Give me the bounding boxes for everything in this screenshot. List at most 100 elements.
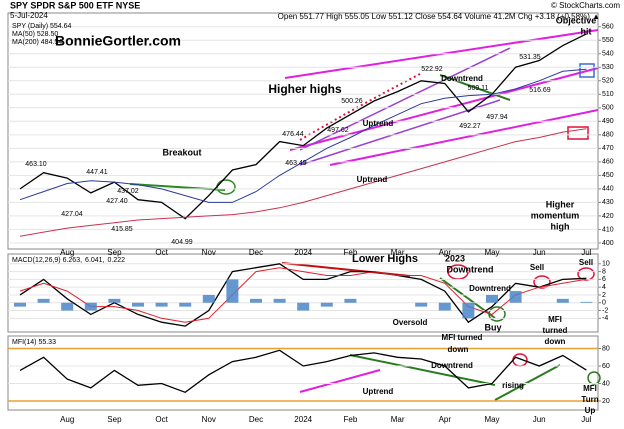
x-tick-label: Feb bbox=[344, 415, 358, 424]
histogram-bar bbox=[226, 279, 239, 303]
histogram-bar bbox=[84, 302, 97, 311]
y-tick-label: 60 bbox=[602, 363, 610, 370]
annotation: Up bbox=[585, 406, 596, 415]
y-tick-label: 440 bbox=[602, 186, 614, 193]
histogram-bar bbox=[202, 294, 215, 303]
annotation: 415.85 bbox=[111, 226, 133, 233]
source: © StockCharts.com bbox=[551, 1, 620, 10]
histogram-bar bbox=[132, 302, 144, 307]
histogram-bar bbox=[415, 302, 428, 307]
x-tick-label: Jul bbox=[581, 248, 591, 257]
annotation: Downtrend bbox=[447, 264, 494, 274]
histogram-bar bbox=[556, 298, 569, 303]
x-tick-label: Jun bbox=[533, 415, 546, 424]
x-tick-label: 2024 bbox=[294, 248, 312, 257]
y-tick-label: 480 bbox=[602, 132, 614, 139]
y-tick-label: 470 bbox=[602, 145, 614, 152]
y-tick-label: 460 bbox=[602, 159, 614, 166]
annotation: Objective bbox=[556, 15, 597, 25]
legend-entry: MA(50) 528.50 bbox=[12, 31, 58, 38]
annotation: momentum bbox=[531, 210, 580, 220]
y-tick-label: 520 bbox=[602, 78, 614, 85]
annotation: 447.41 bbox=[86, 169, 108, 176]
x-tick-label: Mar bbox=[391, 415, 405, 424]
symbol: SPY SPDR S&P 500 ETF NYSE bbox=[10, 0, 140, 10]
histogram-bar bbox=[250, 298, 262, 303]
histogram-bar bbox=[37, 298, 50, 303]
series-line bbox=[19, 128, 587, 237]
histogram-bar bbox=[462, 302, 475, 319]
annotation: Higher bbox=[546, 199, 575, 209]
annotation: 522.92 bbox=[421, 66, 443, 73]
annotation: MFI bbox=[548, 315, 562, 324]
histogram-bar bbox=[273, 298, 286, 303]
legend-entry: 0.222 bbox=[108, 257, 126, 264]
annotation: Uptrend bbox=[357, 175, 388, 184]
y-tick-label: -4 bbox=[602, 315, 608, 322]
legend-entry: SPY (Daily) 554.64 bbox=[12, 23, 72, 30]
annotation: Sell bbox=[530, 263, 544, 272]
annotation: high bbox=[551, 221, 570, 231]
y-tick-label: 420 bbox=[602, 213, 614, 220]
annotation: 476.44 bbox=[282, 131, 304, 138]
annotation: Sell bbox=[579, 258, 593, 267]
x-tick-label: Feb bbox=[344, 248, 358, 257]
annotation: down bbox=[545, 337, 566, 346]
y-tick-label: 0 bbox=[602, 300, 606, 307]
annotation: Buy bbox=[484, 322, 501, 332]
histogram-bar bbox=[108, 298, 121, 303]
annotation: down bbox=[448, 345, 469, 354]
annotation: 404.99 bbox=[171, 239, 193, 246]
annotation: 497.62 bbox=[327, 127, 349, 134]
x-tick-label: Aug bbox=[60, 248, 74, 257]
annotation: 427.40 bbox=[106, 198, 128, 205]
y-tick-label: 4 bbox=[602, 284, 606, 291]
y-tick-label: 540 bbox=[602, 51, 614, 58]
x-tick-label: Dec bbox=[249, 248, 263, 257]
x-tick-label: Dec bbox=[249, 415, 263, 424]
histogram-bar bbox=[509, 291, 522, 303]
histogram-bar bbox=[580, 301, 593, 303]
annotation: Oversold bbox=[393, 318, 428, 327]
x-tick-label: Aug bbox=[60, 415, 74, 424]
x-tick-label: Apr bbox=[439, 415, 452, 424]
annotation: Downtrend bbox=[431, 361, 473, 370]
y-tick-label: 550 bbox=[602, 37, 614, 44]
annotation: rising bbox=[502, 381, 524, 390]
x-tick-label: Jun bbox=[533, 248, 546, 257]
y-tick-label: 40 bbox=[602, 380, 610, 387]
quote: Open 551.77 High 555.05 Low 551.12 Close… bbox=[278, 12, 600, 21]
annotation: 531.35 bbox=[519, 54, 541, 61]
y-tick-label: 20 bbox=[602, 398, 610, 405]
y-tick-label: 10 bbox=[602, 261, 610, 268]
histogram-bar bbox=[486, 294, 498, 303]
y-tick-label: 510 bbox=[602, 91, 614, 98]
x-tick-label: 2024 bbox=[294, 415, 312, 424]
histogram-bar bbox=[297, 302, 310, 311]
y-tick-label: 490 bbox=[602, 118, 614, 125]
legend-entry: 6.041, bbox=[85, 257, 105, 264]
annotation: 497.94 bbox=[486, 114, 508, 121]
histogram-bar bbox=[438, 302, 451, 311]
x-tick-label: May bbox=[484, 415, 499, 424]
annotation: Breakout bbox=[162, 147, 201, 157]
y-tick-label: 80 bbox=[602, 345, 610, 352]
y-tick-label: 450 bbox=[602, 172, 614, 179]
histogram-bar bbox=[320, 302, 333, 307]
series-line bbox=[19, 349, 587, 394]
histogram-bar bbox=[155, 302, 168, 307]
annotation: 500.26 bbox=[341, 98, 363, 105]
y-tick-label: 6 bbox=[602, 276, 606, 283]
annotation: Downtrend bbox=[469, 284, 511, 293]
y-tick-label: 560 bbox=[602, 24, 614, 31]
date: 5-Jul-2024 bbox=[10, 11, 48, 20]
x-tick-label: Nov bbox=[202, 248, 216, 257]
y-tick-label: -2 bbox=[602, 307, 608, 314]
annotation: 516.69 bbox=[529, 87, 551, 94]
annotation: 2023 bbox=[445, 253, 465, 263]
annotation: MFI turned bbox=[442, 333, 483, 342]
macd-panel bbox=[7, 253, 599, 333]
x-tick-label: Nov bbox=[202, 415, 216, 424]
y-tick-label: 2 bbox=[602, 292, 606, 299]
